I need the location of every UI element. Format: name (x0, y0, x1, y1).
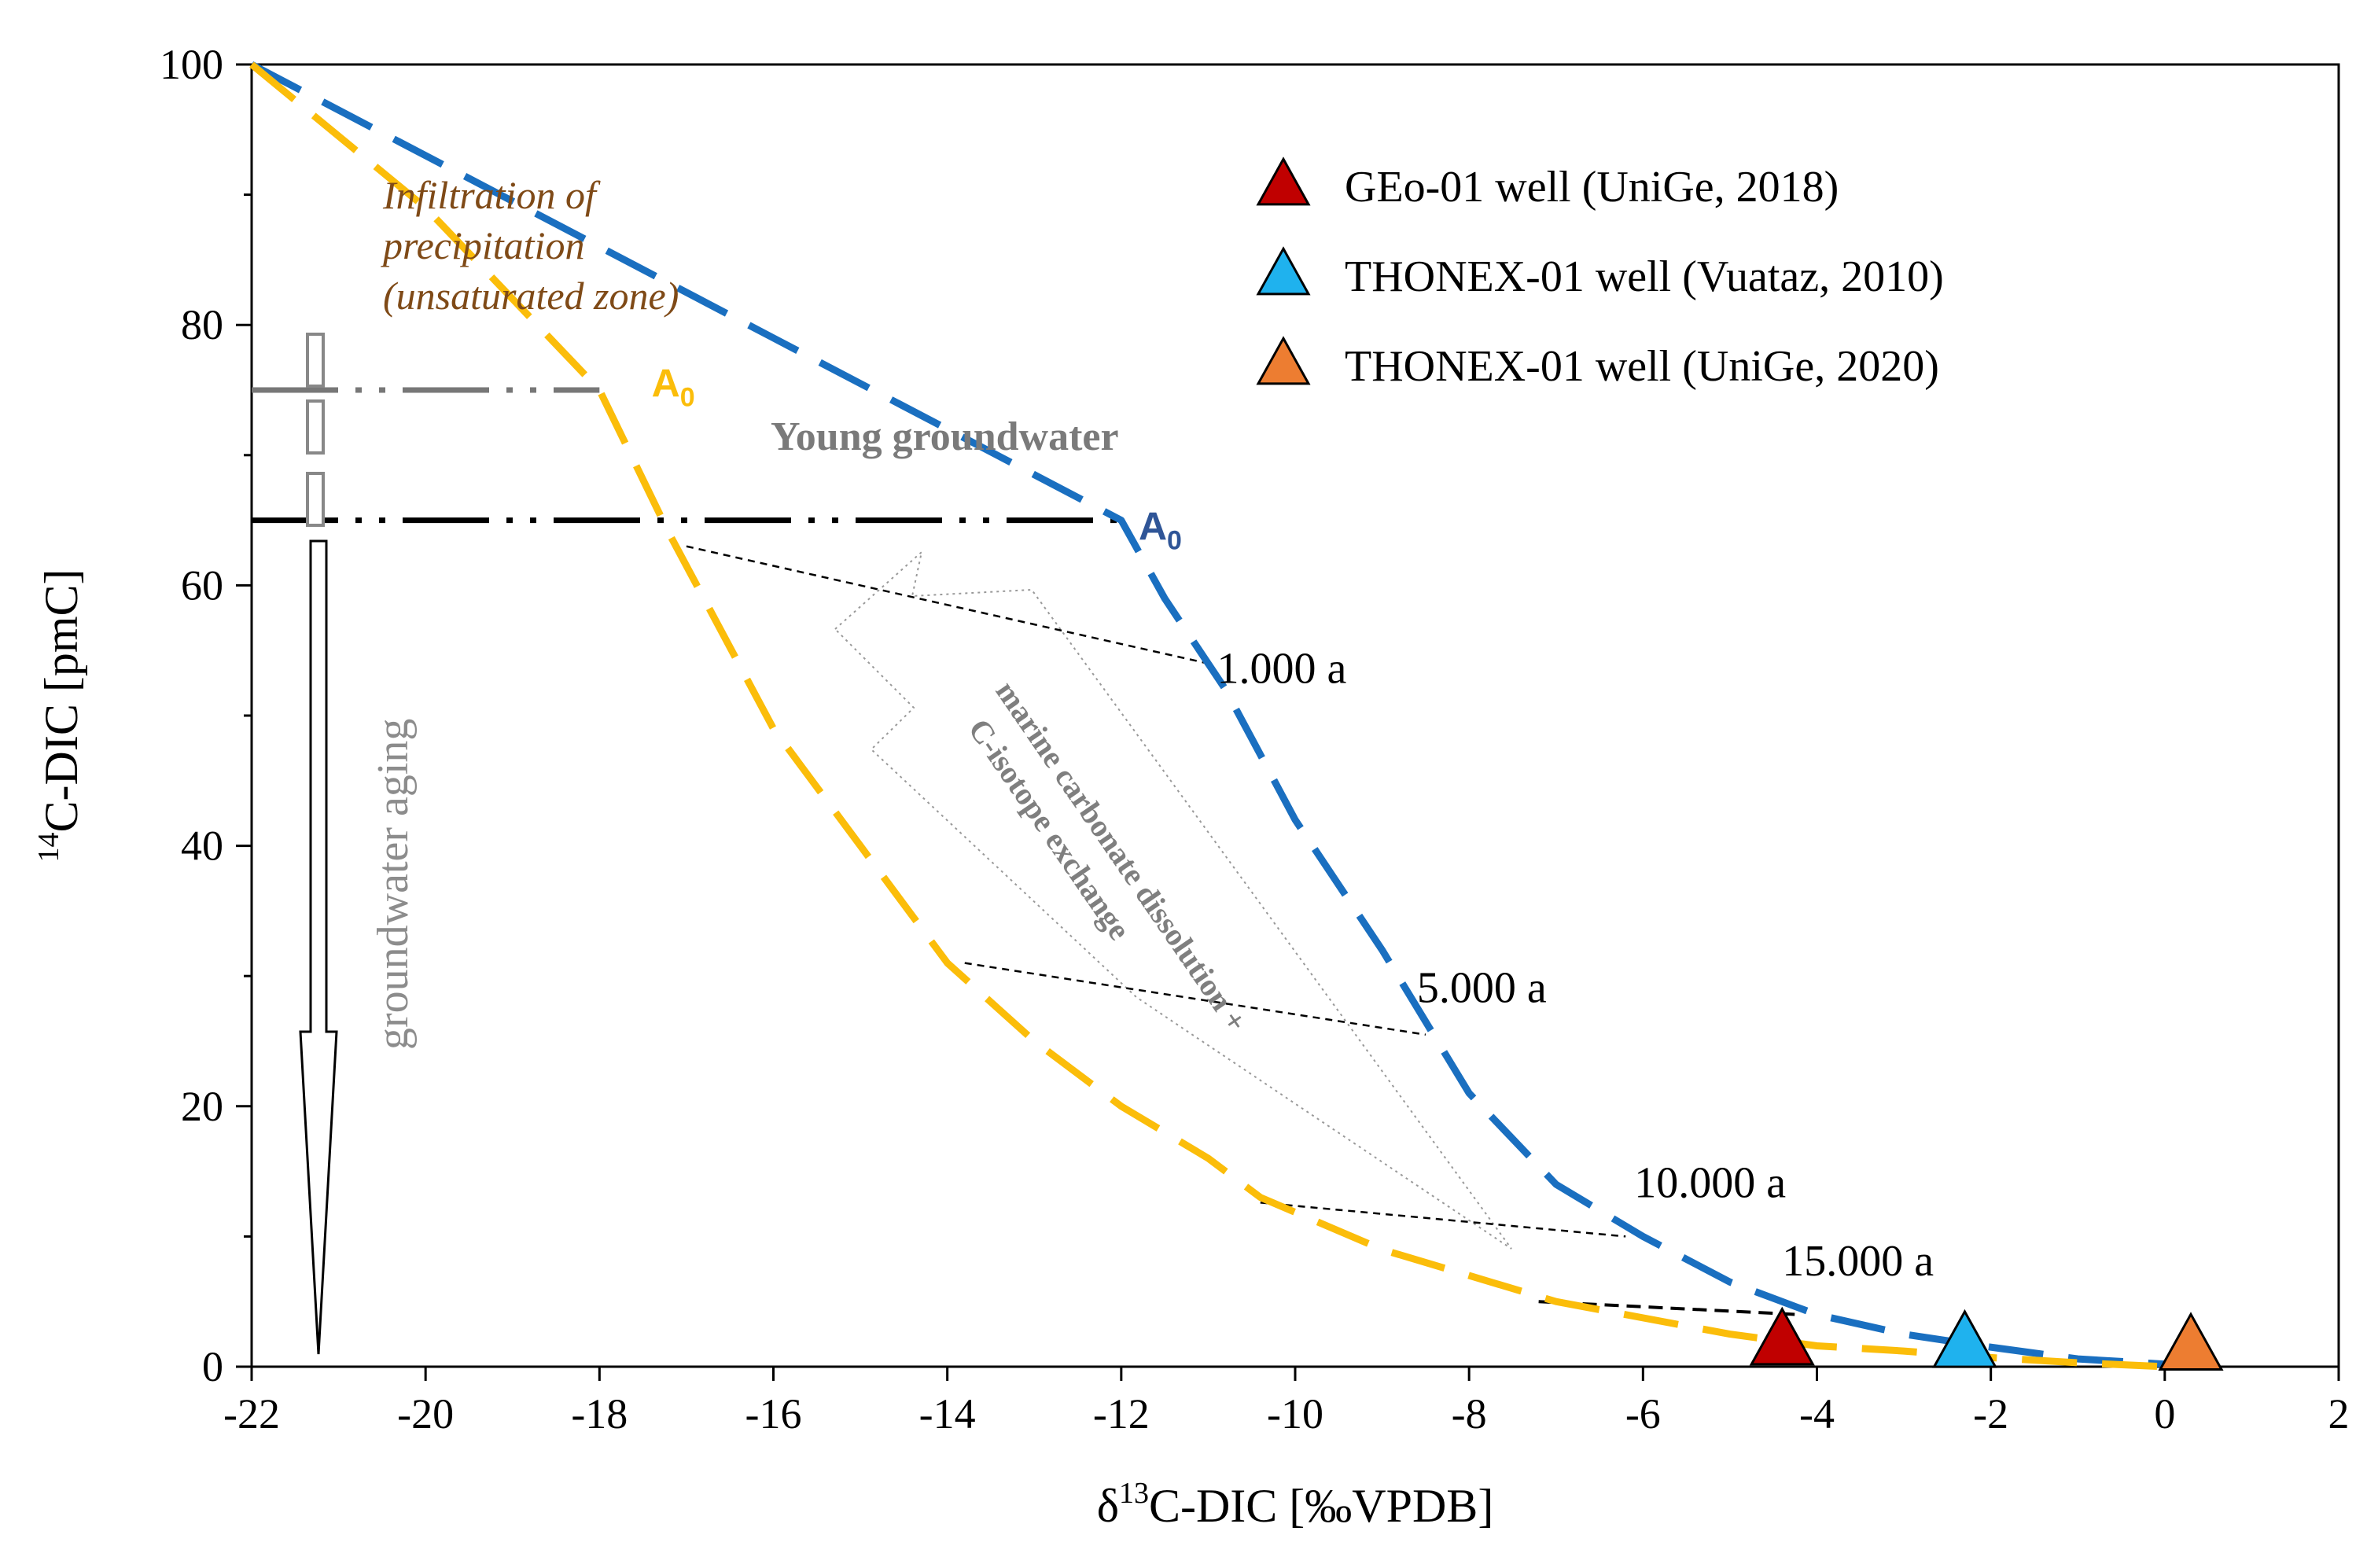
infiltration-line-2: precipitation (381, 223, 584, 267)
a0-label: A0 (1139, 504, 1182, 555)
x-tick-label: 2 (2328, 1390, 2350, 1437)
x-title-rest: C-DIC [‰VPDB] (1149, 1480, 1493, 1532)
a0-label-sub: 0 (680, 382, 695, 412)
aging-arrow-body (299, 539, 338, 1355)
x-tick-label: 0 (2154, 1390, 2175, 1437)
carbonate-arrow (834, 550, 1512, 1250)
isochron-label: 15.000 a (1782, 1237, 1934, 1286)
yellow-model-curve (249, 61, 2166, 1371)
x-tick-label: -20 (397, 1390, 454, 1437)
x-tick-label: -8 (1452, 1390, 1487, 1437)
y-tick-label: 80 (181, 301, 223, 348)
x-tick-label: -18 (571, 1390, 628, 1437)
a0-label: A0 (652, 361, 695, 412)
x-tick-label: -4 (1799, 1390, 1835, 1437)
x-tick-label: -6 (1625, 1390, 1661, 1437)
isochron-label: 10.000 a (1634, 1159, 1786, 1208)
legend-label: THONEX-01 well (Vuataz, 2010) (1345, 252, 1944, 301)
x-tick-label: -10 (1267, 1390, 1323, 1437)
x-tick-label: -12 (1093, 1390, 1150, 1437)
x-axis-ticks: -22 -20 -18 -16 -14 -12 -10 -8 -6 -4 -2 0 2 (223, 1367, 2350, 1437)
x-tick-label: -2 (1973, 1390, 2008, 1437)
y-tick-label: 20 (181, 1083, 223, 1130)
isochron-line (964, 962, 1426, 1036)
y-axis-ticks: 0 20 40 60 80 100 (160, 41, 252, 1390)
y-tick-label: 60 (181, 561, 223, 609)
a0-label-main: A (1139, 504, 1167, 548)
legend-marker (1256, 336, 1311, 385)
legend: GEo-01 well (UniGe, 2018) THONEX-01 well … (1256, 156, 1944, 391)
y-axis-title: 14C-DIC [pmC] (32, 569, 87, 863)
young-groundwater-label: Young groundwater (771, 414, 1119, 459)
infiltration-line-1: Infiltration of (382, 173, 601, 217)
y-tick-label: 40 (181, 823, 223, 870)
infiltration-line-3: (unsaturated zone) (383, 274, 679, 318)
isochron-label: 1.000 a (1217, 645, 1346, 694)
sample-marker (1749, 1306, 1815, 1366)
x-title-superscript: 13 (1119, 1477, 1149, 1510)
sample-marker (2158, 1312, 2224, 1371)
x-tick-label: -22 (223, 1390, 280, 1437)
y-title-superscript: 14 (32, 832, 65, 862)
isochron-labels: 1.000 a 5.000 a 10.000 a 15.000 a (1217, 645, 1934, 1286)
infiltration-label: Infiltration of precipitation (unsaturat… (381, 173, 679, 318)
groundwater-aging-label: groundwater aging (369, 719, 418, 1050)
x-axis-title: δ13C-DIC [‰VPDB] (1097, 1477, 1494, 1532)
groundwater-aging-arrow (299, 333, 338, 1355)
legend-marker (1256, 156, 1311, 206)
aging-dash-2 (306, 399, 325, 455)
x-tick-label: -16 (745, 1390, 802, 1437)
y-title-rest: C-DIC [pmC] (35, 569, 87, 833)
blue-model-curve (249, 61, 2209, 1371)
aging-dash-3 (306, 472, 325, 527)
aging-dash-1 (306, 333, 325, 388)
x-tick-label: -14 (919, 1390, 976, 1437)
model-curves (249, 61, 2209, 1371)
isochron-line (686, 545, 1209, 664)
y-tick-label: 0 (202, 1343, 223, 1390)
isochron-lines (686, 545, 1800, 1316)
a0-label-main: A (652, 361, 680, 405)
isochron-label: 5.000 a (1417, 963, 1547, 1012)
legend-label: GEo-01 well (UniGe, 2018) (1345, 163, 1839, 212)
y-tick-label: 100 (160, 41, 223, 88)
isochron-line (1260, 1202, 1626, 1238)
sample-markers (1749, 1306, 2224, 1371)
sample-marker (1931, 1309, 1998, 1368)
legend-marker (1256, 246, 1311, 296)
a0-label-sub: 0 (1167, 525, 1182, 555)
a0-lines (252, 387, 1121, 524)
x-title-delta: δ (1097, 1480, 1119, 1532)
legend-label: THONEX-01 well (UniGe, 2020) (1345, 342, 1939, 391)
